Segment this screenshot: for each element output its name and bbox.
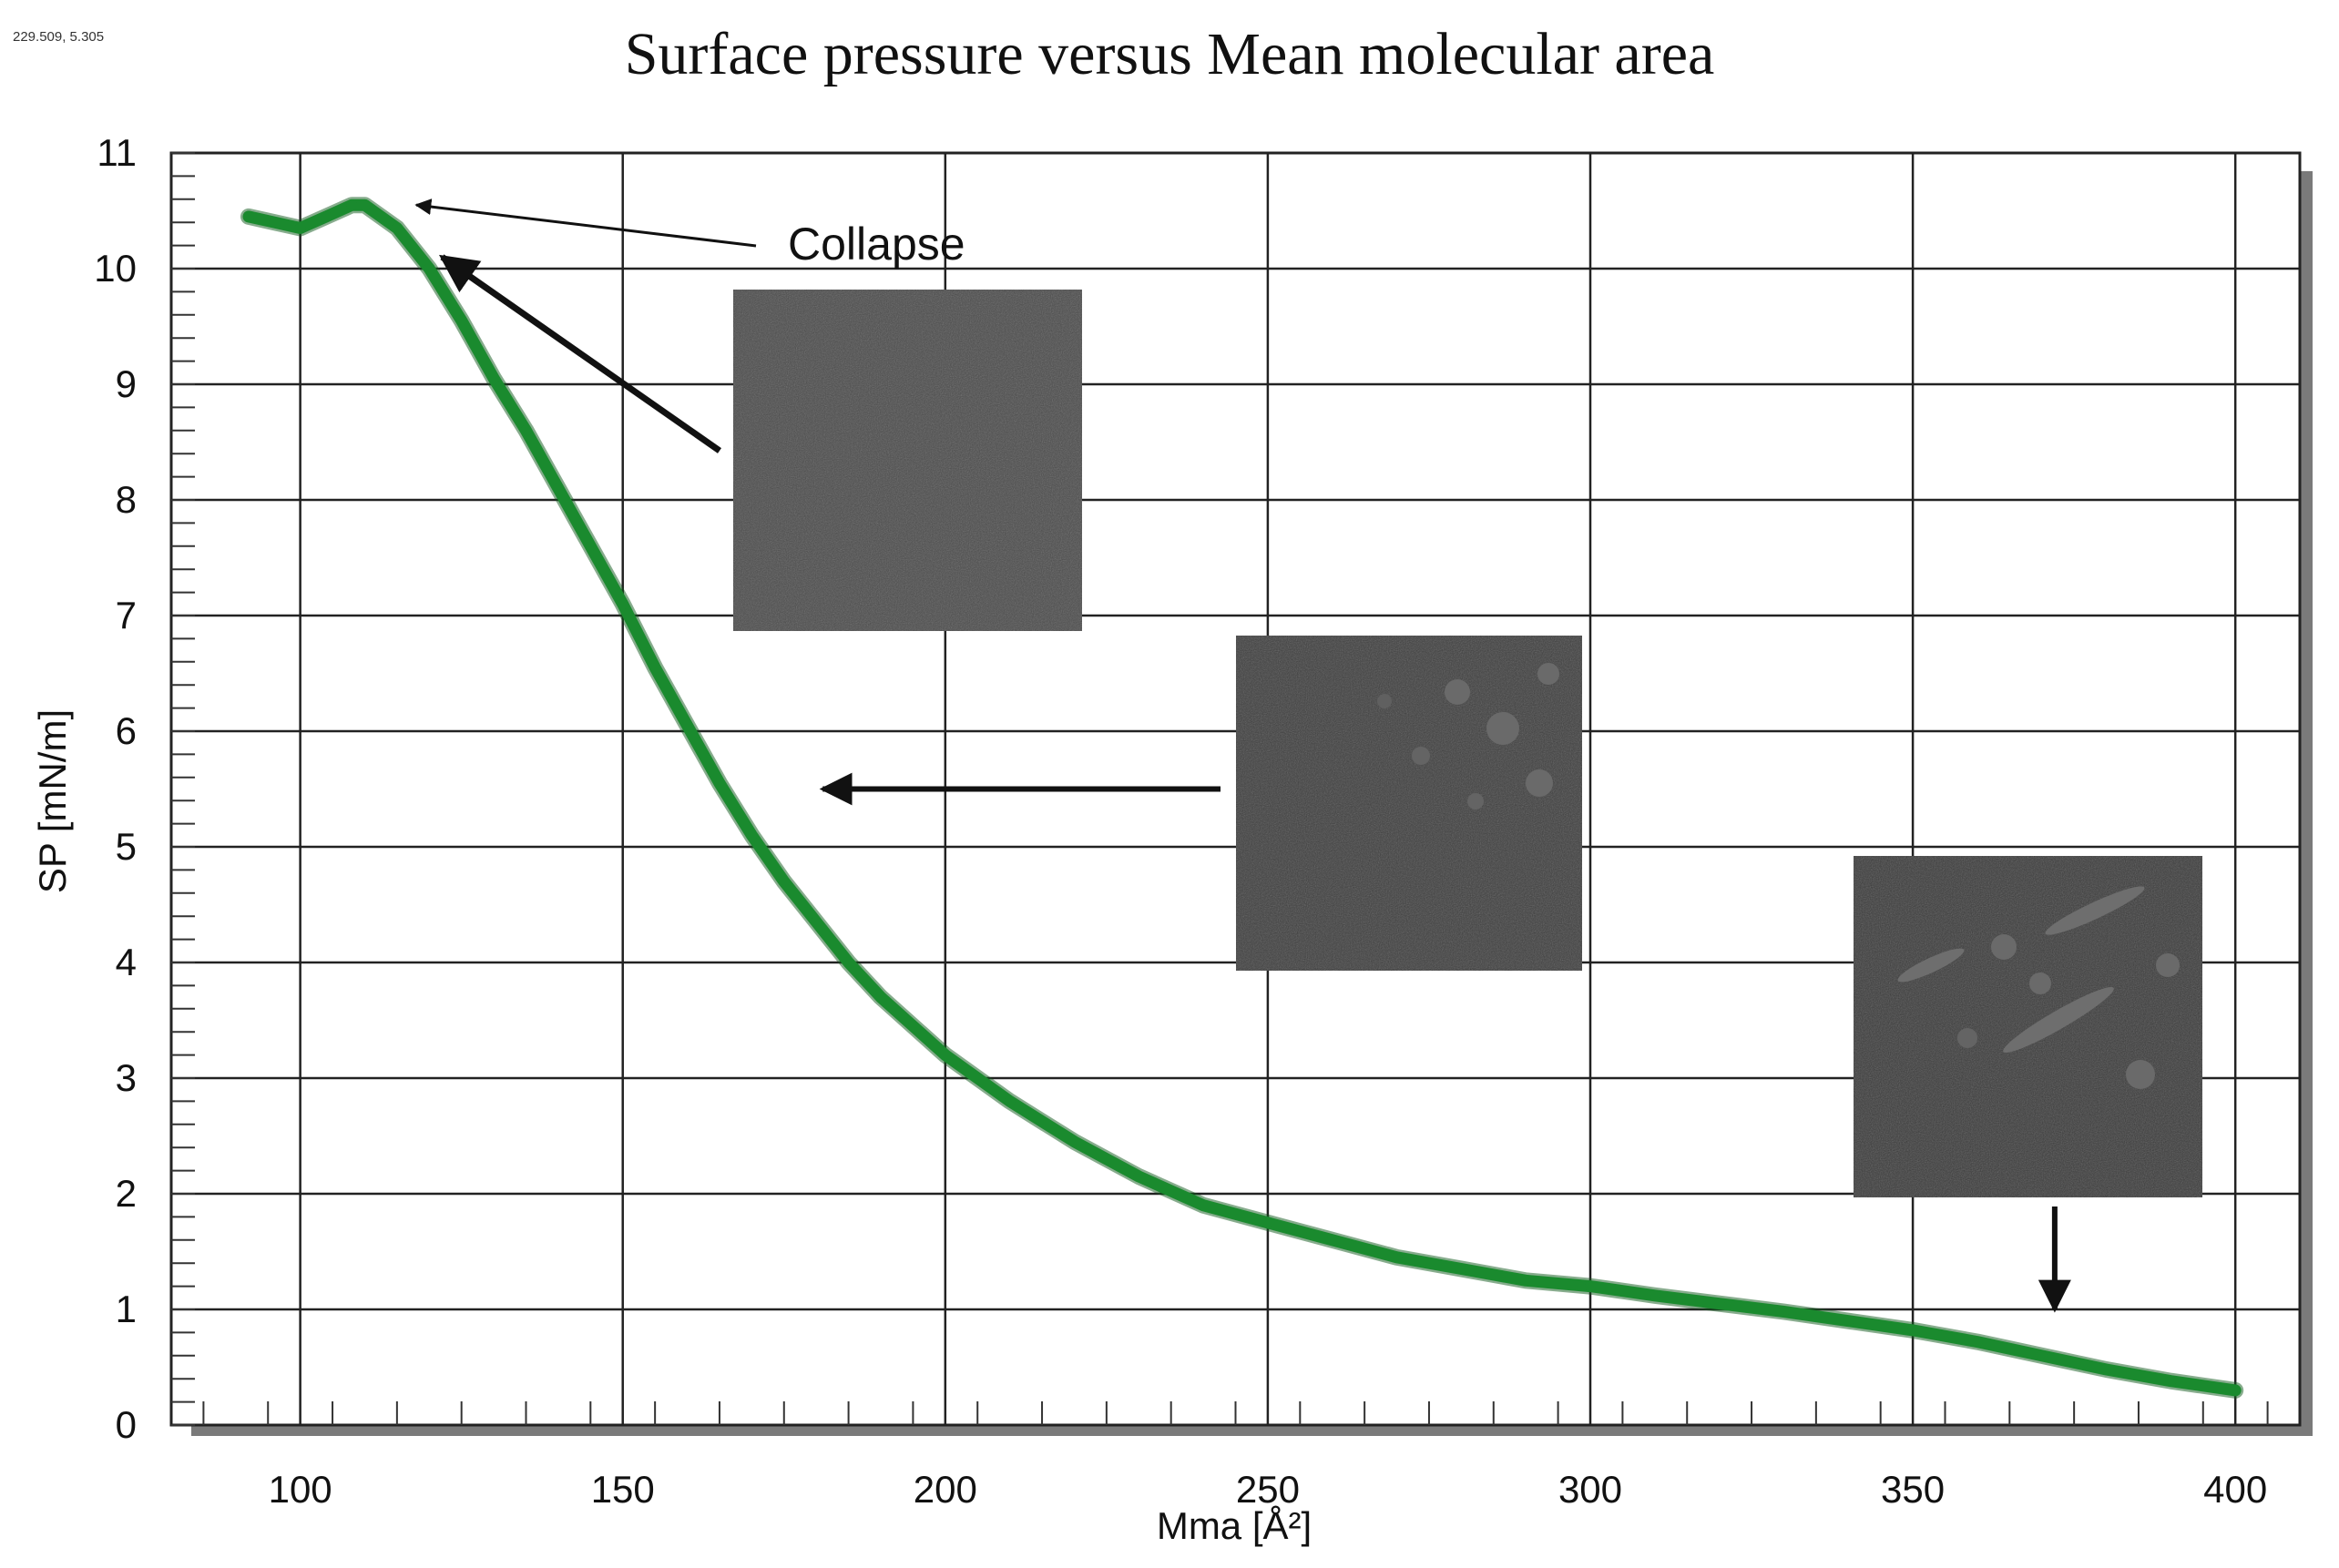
data-point xyxy=(359,199,371,211)
inset-image-top xyxy=(733,290,1082,631)
data-point xyxy=(585,540,597,552)
y-tick-label: 3 xyxy=(116,1056,137,1099)
frame-shadow-right xyxy=(2300,171,2313,1428)
data-point xyxy=(269,217,281,229)
y-tick-label: 0 xyxy=(116,1403,137,1446)
y-tick-labels: 0 1 2 3 4 5 6 7 8 9 10 11 xyxy=(94,131,137,1446)
data-point xyxy=(1713,1298,1725,1309)
series-sp-points xyxy=(242,199,2242,1396)
data-point xyxy=(1133,1170,1145,1182)
inset-image-right xyxy=(1854,856,2202,1197)
data-point xyxy=(939,1049,951,1061)
data-point xyxy=(1198,1199,1210,1211)
data-point xyxy=(346,199,358,211)
x-tick-label: 300 xyxy=(1558,1468,1622,1511)
data-point xyxy=(1520,1275,1532,1287)
y-tick-label: 7 xyxy=(116,594,137,636)
data-point xyxy=(746,830,758,841)
grid xyxy=(171,151,2300,1427)
data-point xyxy=(2036,1349,2048,1361)
data-point xyxy=(1326,1234,1338,1246)
inset-image-middle xyxy=(1236,636,1582,971)
x-tick-labels: 100 150 200 250 300 350 400 xyxy=(269,1468,2268,1511)
data-point xyxy=(681,719,693,731)
y-axis-label: SP [mN/m] xyxy=(31,709,74,893)
series-sp-line xyxy=(242,199,2242,1397)
data-point xyxy=(907,1020,919,1032)
x-tick-label: 400 xyxy=(2203,1468,2267,1511)
inset-top-arrow xyxy=(438,254,722,453)
x-axis-label: Mma [Å²] xyxy=(1157,1504,1312,1547)
data-point xyxy=(2100,1364,2112,1376)
data-point xyxy=(1971,1336,1983,1348)
y-tick-label: 11 xyxy=(97,131,137,174)
data-point xyxy=(552,483,564,494)
data-point xyxy=(617,598,628,610)
y-tick-label: 2 xyxy=(116,1172,137,1215)
data-point xyxy=(1391,1251,1403,1263)
data-point xyxy=(2165,1375,2177,1387)
x-tick-label: 350 xyxy=(1881,1468,1945,1511)
data-point xyxy=(811,916,822,928)
collapse-arrow xyxy=(414,199,757,248)
data-point xyxy=(1068,1135,1080,1147)
data-point xyxy=(1261,1217,1273,1228)
data-point xyxy=(1585,1280,1596,1292)
y-tick-label: 1 xyxy=(116,1288,137,1330)
y-tick-label: 10 xyxy=(94,247,137,290)
data-point xyxy=(391,222,403,234)
data-point xyxy=(875,992,886,1003)
data-point xyxy=(778,876,790,888)
y-tick-label: 4 xyxy=(116,941,137,983)
data-point xyxy=(424,263,435,274)
data-point xyxy=(1778,1306,1790,1318)
plot-frame xyxy=(169,151,2302,1427)
y-tick-label: 9 xyxy=(116,362,137,405)
x-tick-label: 150 xyxy=(591,1468,655,1511)
x-tick-label: 100 xyxy=(269,1468,332,1511)
data-point xyxy=(242,210,254,222)
data-point xyxy=(649,662,661,674)
coordinate-readout: 229.509, 5.305 xyxy=(13,29,105,45)
collapse-label: Collapse xyxy=(788,219,965,270)
data-point xyxy=(1649,1289,1660,1301)
data-point xyxy=(1455,1263,1467,1275)
y-tick-label: 8 xyxy=(116,478,137,521)
y-tick-label: 6 xyxy=(116,709,137,752)
data-point xyxy=(1004,1095,1016,1107)
data-point xyxy=(455,315,467,327)
data-point xyxy=(488,372,500,384)
data-point xyxy=(294,222,306,234)
x-tick-label: 200 xyxy=(914,1468,977,1511)
data-point xyxy=(2230,1384,2242,1396)
data-point xyxy=(520,424,532,436)
data-point xyxy=(1843,1315,1854,1327)
data-point xyxy=(1907,1324,1919,1336)
minor-ticks xyxy=(171,152,2269,1426)
frame-shadow-bottom xyxy=(191,1425,2313,1436)
data-point xyxy=(843,957,854,968)
data-point xyxy=(713,778,725,789)
data-point xyxy=(320,210,332,222)
x-tick-label: 250 xyxy=(1236,1468,1300,1511)
y-tick-label: 5 xyxy=(116,825,137,868)
chart-title: Surface pressure versus Mean molecular a… xyxy=(624,21,1715,87)
